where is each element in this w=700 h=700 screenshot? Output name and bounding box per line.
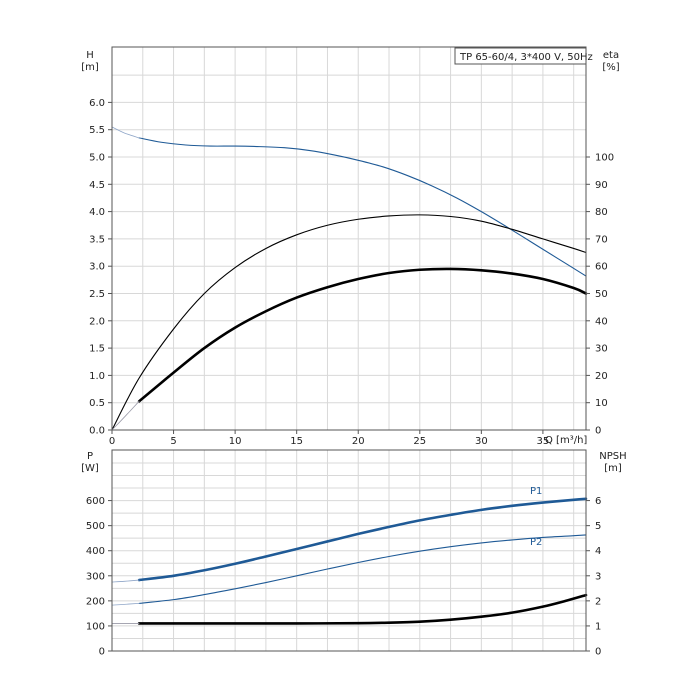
top-series-line-0 xyxy=(138,137,587,277)
bottom-left-axis-label-1: P xyxy=(87,451,93,462)
x-tick-label: 0 xyxy=(109,436,115,447)
y-left-tick-label: 600 xyxy=(86,496,105,507)
bottom-right-axis-label-1: NPSH xyxy=(599,451,626,462)
bottom-series-line-4 xyxy=(137,593,588,625)
x-tick-label: 5 xyxy=(170,436,176,447)
y-right-tick-label: 4 xyxy=(595,546,601,557)
y-right-tick-label: 0 xyxy=(595,647,601,658)
top-series-line-3 xyxy=(137,267,588,403)
top-chart-grid xyxy=(112,47,586,430)
y-left-tick-label: 0.5 xyxy=(89,398,105,409)
x-tick-label: 10 xyxy=(229,436,242,447)
bottom-series-line-2 xyxy=(138,534,587,604)
y-right-tick-label: 100 xyxy=(595,153,614,164)
y-left-tick-label: 1.0 xyxy=(89,371,105,382)
y-left-tick-label: 3.0 xyxy=(89,262,105,273)
y-right-tick-label: 0 xyxy=(595,426,601,437)
series-label-p2: P2 xyxy=(530,537,542,548)
y-right-tick-label: 10 xyxy=(595,398,608,409)
y-left-tick-label: 4.0 xyxy=(89,207,105,218)
top-right-axis-label-2: [%] xyxy=(602,62,619,73)
y-left-tick-label: 5.5 xyxy=(89,125,105,136)
y-right-tick-label: 5 xyxy=(595,521,601,532)
top-series-line-1-extension xyxy=(111,126,140,139)
x-axis-label: Q [m³/h] xyxy=(545,435,587,446)
bottom-chart-frame xyxy=(111,449,587,652)
y-left-tick-label: 0 xyxy=(99,647,105,658)
top-left-axis-label-2: [m] xyxy=(81,62,99,73)
y-right-tick-label: 20 xyxy=(595,371,608,382)
top-right-axis-label-1: eta xyxy=(603,50,619,61)
y-right-tick-label: 3 xyxy=(595,571,601,582)
y-right-tick-label: 60 xyxy=(595,262,608,273)
y-right-tick-label: 90 xyxy=(595,180,608,191)
y-left-tick-label: 300 xyxy=(86,571,105,582)
y-left-tick-label: 2.5 xyxy=(89,289,105,300)
y-right-tick-label: 70 xyxy=(595,234,608,245)
bottom-chart-grid xyxy=(112,450,586,651)
chart-title: TP 65-60/4, 3*400 V, 50Hz xyxy=(459,52,593,63)
y-right-tick-label: 30 xyxy=(595,344,608,355)
tick-labels: 0 5 10 15 20 25 30 350.00.51.01.52.02.53.03.54.… xyxy=(86,98,614,658)
y-left-tick-label: 3.5 xyxy=(89,234,105,245)
bottom-chart-series xyxy=(111,497,588,625)
bottom-right-axis-label-2: [m] xyxy=(604,463,622,474)
y-right-tick-label: 1 xyxy=(595,621,601,632)
y-left-tick-label: 100 xyxy=(86,621,105,632)
top-chart-series xyxy=(111,126,588,431)
y-left-tick-label: 500 xyxy=(86,521,105,532)
y-right-tick-label: 50 xyxy=(595,289,608,300)
bottom-series-line-0 xyxy=(137,497,588,582)
y-right-tick-label: 40 xyxy=(595,316,608,327)
title-box xyxy=(454,47,587,65)
y-left-tick-label: 1.5 xyxy=(89,344,105,355)
y-left-tick-label: 5.0 xyxy=(89,153,105,164)
top-chart-frame xyxy=(111,46,587,431)
top-series-line-4-extension xyxy=(111,400,140,431)
x-tick-label: 15 xyxy=(290,436,303,447)
bottom-series-line-3-extension xyxy=(111,602,140,606)
x-tick-label: 30 xyxy=(475,436,488,447)
top-left-axis-label-1: H xyxy=(86,50,94,61)
bottom-series-line-1-extension xyxy=(111,579,140,583)
y-left-tick-label: 400 xyxy=(86,546,105,557)
y-left-tick-label: 2.0 xyxy=(89,316,105,327)
y-left-tick-label: 200 xyxy=(86,596,105,607)
y-left-tick-label: 4.5 xyxy=(89,180,105,191)
y-right-tick-label: 2 xyxy=(595,596,601,607)
bottom-left-axis-label-2: [W] xyxy=(81,463,99,474)
y-right-tick-label: 6 xyxy=(595,496,601,507)
top-series-line-2 xyxy=(111,214,587,431)
x-tick-label: 20 xyxy=(352,436,365,447)
y-left-tick-label: 6.0 xyxy=(89,98,105,109)
x-tick-label: 35 xyxy=(537,436,550,447)
y-right-tick-label: 80 xyxy=(595,207,608,218)
series-label-p1: P1 xyxy=(530,486,542,497)
x-tick-label: 25 xyxy=(413,436,426,447)
y-left-tick-label: 0.0 xyxy=(89,426,105,437)
